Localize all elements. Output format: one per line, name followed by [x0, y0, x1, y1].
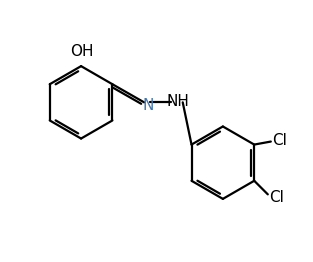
Text: Cl: Cl — [272, 133, 287, 149]
Text: OH: OH — [70, 43, 93, 59]
Text: Cl: Cl — [269, 190, 284, 205]
Text: N: N — [142, 98, 154, 113]
Text: NH: NH — [167, 94, 189, 109]
